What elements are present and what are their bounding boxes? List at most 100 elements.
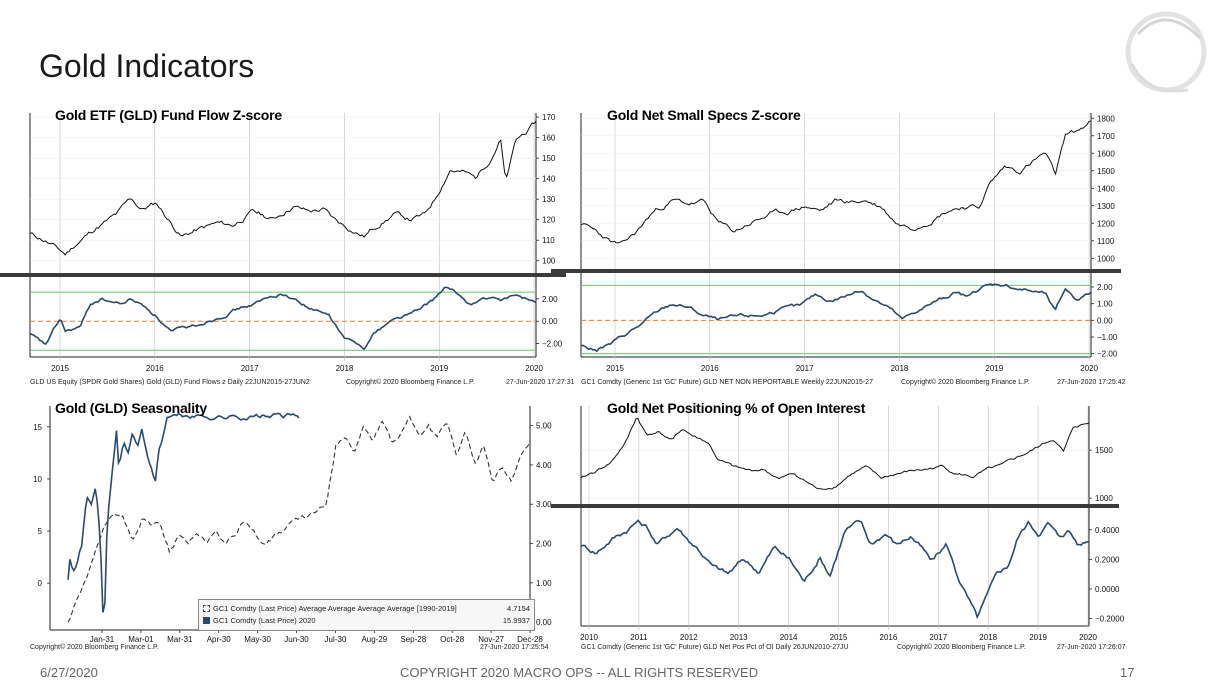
x-tick-label: Jul-30 xyxy=(325,635,347,644)
y-tick-label: 160 xyxy=(542,134,556,143)
dashed-swatch-icon xyxy=(203,605,210,612)
y-tick-label-right: 0.00 xyxy=(536,618,552,627)
y-tick-label: 120 xyxy=(542,216,556,225)
chart-title: Gold (GLD) Seasonality xyxy=(55,400,207,416)
chart-title: Gold ETF (GLD) Fund Flow Z-score xyxy=(55,107,282,123)
x-tick-label: Apr-30 xyxy=(207,635,232,644)
chart-credit-source: GC1 Comdty (Generic 1st 'GC' Future) GLD… xyxy=(581,379,873,386)
x-tick-label: 2015 xyxy=(51,364,69,373)
x-tick-label: 2015 xyxy=(606,364,624,373)
y-tick-label: 1300 xyxy=(1097,202,1115,211)
x-tick-label: 2011 xyxy=(630,633,648,642)
x-tick-label: Sep-28 xyxy=(400,635,426,644)
chart-gld-fund-flow: Gold ETF (GLD) Fund Flow Z-score 2015 201… xyxy=(0,105,590,395)
legend-label: GC1 Comdty (Last Price) Average Average … xyxy=(213,604,457,613)
chart-credit-timestamp: 27-Jun-2020 17:27:31 xyxy=(506,379,575,386)
chart-credit-copyright: Copyright© 2020 Bloomberg Finance L.P. xyxy=(346,379,475,386)
chart-credit-timestamp: 27-Jun-2020 17:25:42 xyxy=(1057,379,1126,386)
x-tick-label: 2018 xyxy=(979,633,997,642)
y-tick-label: 130 xyxy=(542,195,556,204)
legend-entry-2020: GC1 Comdty (Last Price) 2020 xyxy=(203,616,316,625)
zscore-series-line xyxy=(580,283,1092,353)
x-tick-label: 2016 xyxy=(146,364,164,373)
y-tick-label: 140 xyxy=(542,175,556,184)
x-tick-label: 2019 xyxy=(985,364,1003,373)
y-tick-label-left: 5 xyxy=(38,527,43,536)
x-tick-label: 2019 xyxy=(430,364,448,373)
x-tick-label: Mar-01 xyxy=(128,635,154,644)
y-tick-label: 0.0000 xyxy=(1095,585,1120,594)
price-series-line xyxy=(580,417,1090,490)
x-tick-label: May-30 xyxy=(244,635,271,644)
y-tick-label: 1.00 xyxy=(1097,300,1113,309)
y-tick-label: 2.00 xyxy=(542,295,558,304)
x-tick-label: 2015 xyxy=(830,633,848,642)
y-tick-label-left: 15 xyxy=(33,423,42,432)
y-tick-label: 1600 xyxy=(1097,149,1115,158)
footer-page-number: 17 xyxy=(1120,665,1135,680)
y-tick-label-right: 3.00 xyxy=(536,500,552,509)
price-series-line xyxy=(580,120,1092,244)
y-tick-label: 1100 xyxy=(1097,237,1115,246)
y-tick-label-right: 1.00 xyxy=(536,579,552,588)
x-tick-label: Jun-30 xyxy=(284,635,309,644)
y-tick-label: −0.2000 xyxy=(1095,615,1125,624)
chart-credit-copyright: Copyright© 2020 Bloomberg Finance L.P. xyxy=(897,644,1026,651)
macro-ops-logo-icon xyxy=(1125,11,1207,93)
legend-entry-average: GC1 Comdty (Last Price) Average Average … xyxy=(203,604,457,613)
zscore-series-line xyxy=(580,519,1090,620)
legend-value: 15.9937 xyxy=(502,616,530,625)
y-tick-label: 2.00 xyxy=(1097,283,1113,292)
slide-title: Gold Indicators xyxy=(39,48,255,84)
chart-title: Gold Net Small Specs Z-score xyxy=(607,107,801,123)
y-tick-label-left: 10 xyxy=(33,475,42,484)
seasonality-legend: GC1 Comdty (Last Price) Average Average … xyxy=(198,599,535,631)
price-series-line xyxy=(29,120,537,256)
x-tick-label: Mar-31 xyxy=(167,635,193,644)
chart-credit-timestamp: 27-Jun-2020 17:26:07 xyxy=(1057,644,1126,651)
y-tick-label: 100 xyxy=(542,257,556,266)
y-tick-label: 1700 xyxy=(1097,132,1115,141)
y-tick-label: 1500 xyxy=(1097,167,1115,176)
chart-svg: 2010 2011 2012 2013 2014 2015 2016 2017 2018 2019… xyxy=(551,406,1125,642)
y-tick-label: 110 xyxy=(542,236,555,245)
y-tick-label: 150 xyxy=(542,154,556,163)
chart-credit-source: GC1 Comdty (Generic 1st 'GC' Future) GLD… xyxy=(581,644,849,651)
footer-copyright: COPYRIGHT 2020 MACRO OPS -- ALL RIGHTS R… xyxy=(400,665,759,680)
chart-credit-timestamp: 27-Jun-2020 17:25:54 xyxy=(480,644,549,651)
chart-svg: 0 5 10 15 0.00 1.00 2.00 3.00 4.00 5.00 Jan-31 Mar-… xyxy=(33,406,552,644)
y-tick-label: 0.4000 xyxy=(1095,526,1120,535)
x-tick-label: 2019 xyxy=(1029,633,1047,642)
x-tick-label: Jan-31 xyxy=(90,635,115,644)
x-tick-label: Dec-28 xyxy=(517,635,543,644)
y-tick-label: −2.00 xyxy=(542,340,563,349)
x-tick-label: 2020 xyxy=(1079,633,1097,642)
pane-divider xyxy=(551,269,1121,273)
y-tick-label: 1800 xyxy=(1097,114,1115,123)
chart-credit-copyright: Copyright© 2020 Bloomberg Finance L.P. xyxy=(901,379,1030,386)
x-tick-label: 2020 xyxy=(1080,364,1098,373)
y-tick-label: −1.00 xyxy=(1097,333,1118,342)
x-tick-label: 2017 xyxy=(241,364,259,373)
footer-date: 6/27/2020 xyxy=(40,665,98,680)
x-tick-label: 2012 xyxy=(680,633,698,642)
legend-value: 4.7154 xyxy=(507,604,530,613)
chart-svg: 2015 2016 2017 2018 2019 2020 1000 1100 1200 1300… xyxy=(551,113,1121,373)
x-tick-label: Nov-27 xyxy=(478,635,504,644)
y-tick-label: 1200 xyxy=(1097,219,1115,228)
x-tick-label: 2016 xyxy=(701,364,719,373)
solid-swatch-icon xyxy=(203,617,210,624)
y-tick-label-right: 4.00 xyxy=(536,461,552,470)
x-tick-label: 2017 xyxy=(796,364,814,373)
legend-label: GC1 Comdty (Last Price) 2020 xyxy=(213,616,316,625)
y-tick-label: 0.2000 xyxy=(1095,555,1120,564)
y-tick-label: 1500 xyxy=(1095,446,1113,455)
series-2020-line xyxy=(67,412,300,613)
zscore-series-line xyxy=(29,286,537,351)
y-tick-label: −2.00 xyxy=(1097,350,1118,359)
x-tick-label: 2016 xyxy=(880,633,898,642)
x-tick-label: 2013 xyxy=(730,633,748,642)
y-tick-label: 170 xyxy=(542,113,556,122)
x-tick-label: 2017 xyxy=(929,633,947,642)
y-tick-label: 1400 xyxy=(1097,184,1115,193)
